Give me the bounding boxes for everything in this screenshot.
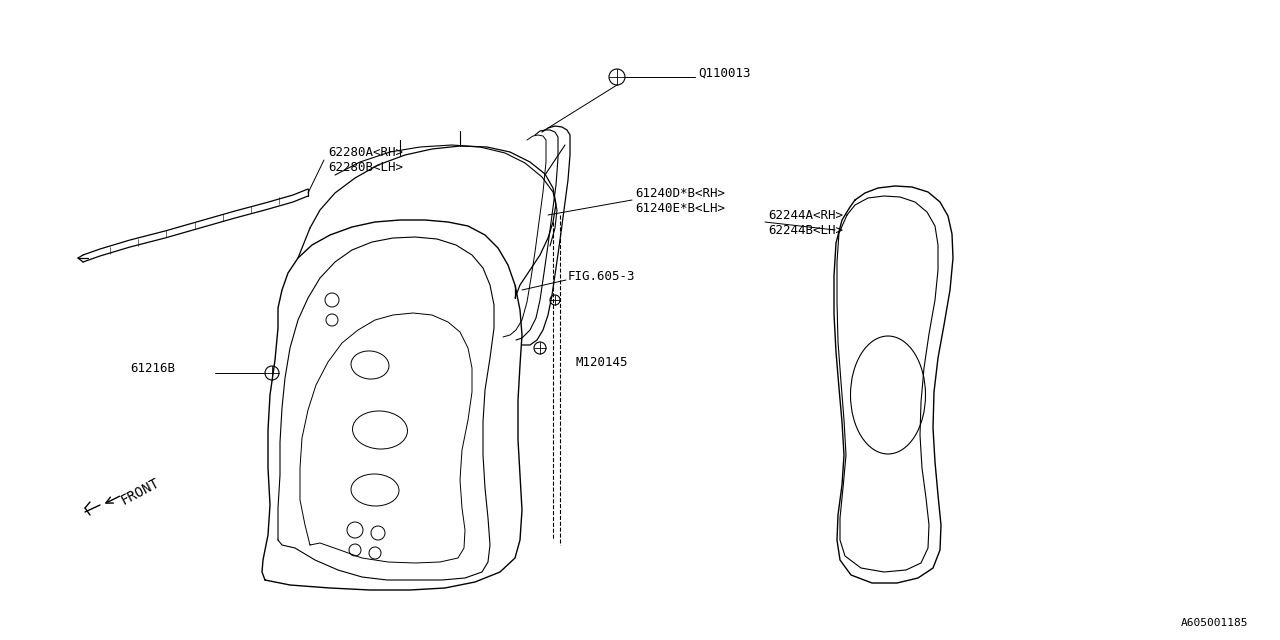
Text: FRONT: FRONT bbox=[118, 476, 161, 508]
Text: 61240D*B<RH>: 61240D*B<RH> bbox=[635, 186, 724, 200]
Text: 62280B<LH>: 62280B<LH> bbox=[328, 161, 403, 173]
Text: FIG.605-3: FIG.605-3 bbox=[568, 269, 635, 282]
Text: A605001185: A605001185 bbox=[1180, 618, 1248, 628]
Text: 61240E*B<LH>: 61240E*B<LH> bbox=[635, 202, 724, 214]
Text: M120145: M120145 bbox=[575, 355, 627, 369]
Text: 62244B<LH>: 62244B<LH> bbox=[768, 223, 844, 237]
Text: Q110013: Q110013 bbox=[698, 67, 750, 79]
Text: 62244A<RH>: 62244A<RH> bbox=[768, 209, 844, 221]
Text: 62280A<RH>: 62280A<RH> bbox=[328, 145, 403, 159]
Text: 61216B: 61216B bbox=[131, 362, 175, 374]
